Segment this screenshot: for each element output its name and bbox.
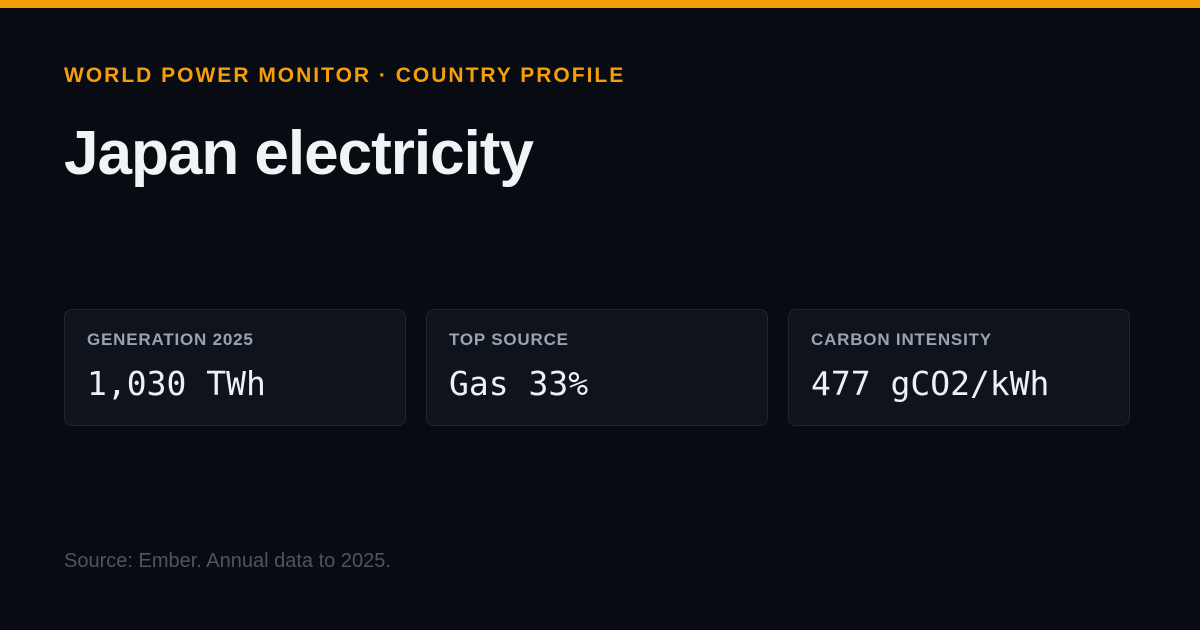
accent-bar: [0, 0, 1200, 8]
cards: GENERATION 2025 1,030 TWh TOP SOURCE Gas…: [64, 309, 1130, 426]
card-value: 1,030 TWh: [87, 364, 266, 403]
card: CARBON INTENSITY 477 gCO2/kWh: [788, 309, 1130, 426]
title: Japan electricity: [64, 119, 534, 188]
card: GENERATION 2025 1,030 TWh: [64, 309, 406, 426]
card: TOP SOURCE Gas 33%: [426, 309, 768, 426]
card-label: CARBON INTENSITY: [811, 330, 992, 349]
card-value: Gas 33%: [449, 364, 589, 403]
card-label: GENERATION 2025: [87, 330, 254, 349]
eyebrow: WORLD POWER MONITOR · COUNTRY PROFILE: [64, 64, 626, 87]
card-value: 477 gCO2/kWh: [811, 364, 1050, 403]
source: Source: Ember. Annual data to 2025.: [64, 550, 391, 572]
card-label: TOP SOURCE: [449, 330, 569, 349]
